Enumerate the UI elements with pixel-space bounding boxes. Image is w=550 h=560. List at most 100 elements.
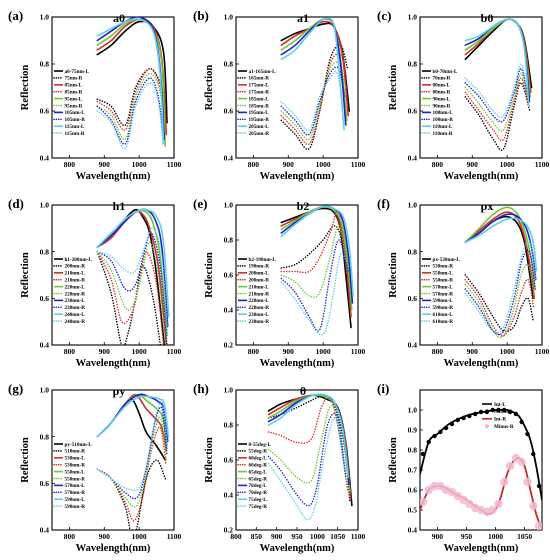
legend-label: 220nm-R — [249, 305, 270, 311]
y-axis-title: Reflection — [388, 437, 399, 483]
series-line-110nm-R — [464, 63, 529, 118]
series-line-115nm-R — [96, 82, 164, 150]
x-tick-label: 800 — [432, 160, 444, 169]
series-point-Minus-L — [438, 429, 443, 435]
legend-label: 530nm-L — [65, 456, 86, 462]
panel-label: (h) — [193, 381, 209, 396]
legend-label: Int-R — [494, 417, 506, 423]
legend-label: 95nm-L — [65, 96, 83, 102]
panel-title: b0 — [481, 11, 494, 25]
plot-frame — [419, 16, 543, 159]
series-line-550nm-R — [96, 416, 168, 508]
series-point-Minus-L — [507, 409, 513, 415]
legend-label: 200nm-R — [65, 264, 86, 270]
series-line-240nm-R — [96, 227, 169, 337]
legend-label: 70deg-R — [249, 490, 268, 496]
legend-label: 70nm-R — [433, 76, 451, 82]
panel-b: (b) a1 800 900 1000 1100 0.4 0.6 0.8 1.0 Wavelengt… — [193, 8, 366, 182]
panel-e: (e) b2 800 900 1000 1100 0.2 0.4 0.6 0.8 1.0 Wavele… — [193, 196, 366, 369]
series-line-205nm-L — [280, 17, 345, 131]
x-tick-label: 1100 — [535, 160, 550, 169]
legend-label: 590nm-L — [433, 298, 454, 304]
y-tick-label: 0.6 — [40, 479, 50, 488]
legend-label: 110nm-R — [433, 131, 453, 137]
series-line-85nm-R — [96, 67, 167, 131]
legend-label: px-530nm-L — [433, 257, 461, 263]
series-line-110nm-L — [464, 18, 530, 108]
series-line-590nm-L — [96, 395, 170, 438]
x-tick-label: 1100 — [351, 160, 366, 169]
x-tick-label: 900 — [99, 160, 111, 169]
x-tick-label: 1000 — [132, 532, 147, 541]
legend-label: 510nm-R — [65, 449, 86, 455]
series-line-530nm-R — [464, 274, 535, 333]
series-line-230nm-L — [280, 205, 354, 297]
y-tick-label: 1.0 — [408, 201, 418, 210]
x-tick-label: 1000 — [316, 160, 331, 169]
series-line-185nm-R — [280, 61, 347, 141]
x-tick-label: 900 — [99, 532, 111, 541]
legend-label: 185nm-L — [249, 96, 270, 102]
series-point-Minus-R — [517, 457, 526, 467]
series-line-530nm-L — [96, 393, 168, 452]
series-point-Minus-L — [519, 419, 524, 425]
series-line-220nm-R — [96, 241, 167, 345]
legend-label: 570nm-R — [433, 291, 454, 297]
legend-label: 590nm-R — [433, 305, 454, 311]
x-axis-title: Wavelength(nm) — [444, 358, 519, 369]
legend-label: 95nm-R — [65, 103, 83, 109]
series-point-Minus-R — [505, 461, 515, 471]
y-tick-label: 0.8 — [408, 60, 418, 69]
panel-label: (g) — [8, 381, 23, 396]
y-tick-label: 1.0 — [40, 386, 50, 395]
series-point-Minus-R — [488, 505, 497, 515]
legend-label: h1-200nm-L — [65, 257, 93, 263]
legend-label: 100nm-R — [433, 117, 454, 123]
series-line-115nm-L — [96, 18, 165, 145]
legend-label: 220nm-L — [249, 298, 270, 304]
series-point-Minus-L — [472, 411, 478, 417]
legend-label: 240nm-R — [65, 319, 86, 325]
legend-label: 610nm-R — [433, 319, 454, 325]
legend-label: b2-190nm-L — [249, 257, 277, 263]
series-point-Minus-R — [420, 497, 428, 507]
legend-label: 65deg-R — [249, 476, 268, 482]
legend-label: 115nm-L — [65, 124, 85, 130]
legend-label: 100nm-L — [433, 110, 454, 116]
legend-label: 530nm-R — [433, 264, 454, 270]
y-axis-title: Reflection — [204, 65, 215, 111]
series-line-570nm-L — [464, 206, 536, 290]
x-tick-label: 1100 — [167, 347, 182, 356]
y-tick-label: 0.6 — [408, 486, 418, 495]
series-line-a0-75nm-L — [96, 20, 168, 124]
series-line-px-530nm-L — [464, 215, 535, 300]
series-point-Minus-R — [529, 501, 538, 511]
series-point-Minus-L — [467, 413, 472, 419]
legend-label: 230nm-L — [249, 312, 270, 318]
legend-label: 550nm-R — [433, 278, 454, 284]
x-tick-label: 1100 — [167, 160, 182, 169]
x-tick-label: 1000 — [488, 532, 503, 541]
x-tick-label: 800 — [230, 532, 242, 541]
series-line-610nm-R — [464, 239, 537, 334]
y-axis-title: Reflection — [20, 65, 31, 111]
series-point-Minus-R — [430, 481, 439, 491]
series-line-590nm-R — [96, 400, 169, 492]
x-tick-label: 1000 — [310, 532, 325, 541]
x-tick-label: 900 — [283, 347, 295, 356]
panel-label: (a) — [8, 8, 23, 23]
x-axis-title: Wavelength(nm) — [76, 171, 151, 182]
legend-label: 75deg-R — [249, 504, 268, 510]
y-tick-label: 0.4 — [224, 306, 234, 315]
legend-label: a1-165nm-L — [249, 69, 277, 75]
legend-label: 220nm-R — [65, 291, 86, 297]
series-line-175nm-L — [280, 20, 350, 117]
legend-label: 175nm-L — [249, 83, 270, 89]
series-line-65deg-R — [267, 405, 348, 486]
x-tick-label: 900 — [271, 532, 283, 541]
series-line-90nm-R — [464, 72, 530, 132]
series-line-210nm-L — [96, 210, 168, 345]
legend-label: 90nm-L — [433, 96, 451, 102]
x-tick-label: 850 — [251, 532, 263, 541]
panel-label: (b) — [193, 8, 209, 23]
